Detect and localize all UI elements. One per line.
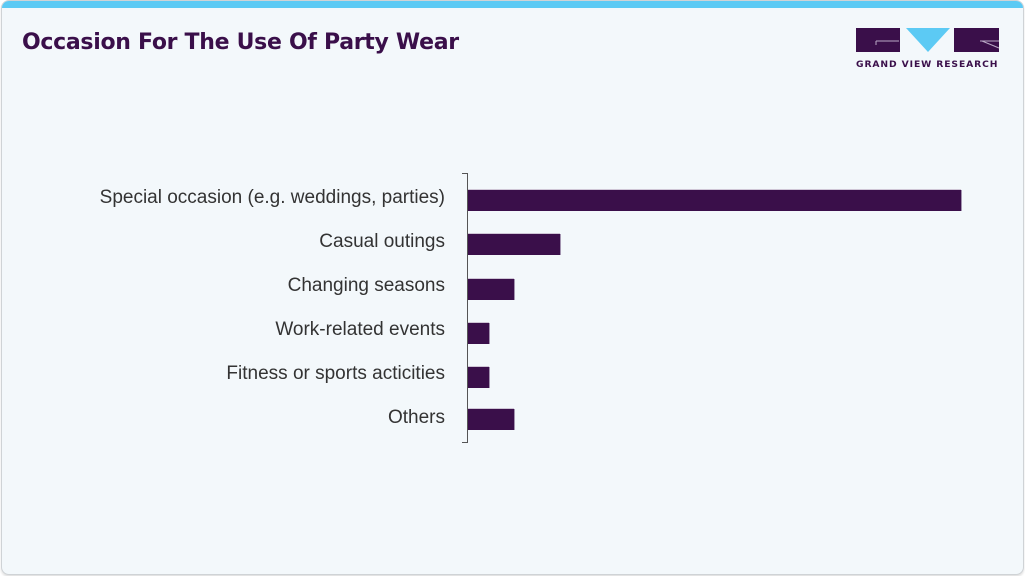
category-label: Casual outings <box>319 231 445 252</box>
category-label: Others <box>387 407 445 428</box>
bar-special-occasion <box>468 190 961 211</box>
category-label: Work-related events <box>275 319 445 340</box>
chart-title: Occasion For The Use Of Party Wear <box>22 30 459 55</box>
category-label: Fitness or sports acticities <box>226 363 445 384</box>
category-label: Special occasion (e.g. weddings, parties… <box>99 187 445 208</box>
gvr-logo-icon <box>856 28 1000 52</box>
category-label: Changing seasons <box>287 275 445 296</box>
bar-casual-outings <box>468 234 560 255</box>
grand-view-research-logo: GRAND VIEW RESEARCH <box>856 28 1001 73</box>
bar-others <box>468 409 514 430</box>
bar-fitness-sports <box>468 367 489 388</box>
bar-work-related-events <box>468 323 489 344</box>
bar-changing-seasons <box>468 279 514 300</box>
axis-tick <box>462 173 468 174</box>
axis-tick <box>462 442 468 443</box>
accent-bar <box>2 1 1023 8</box>
logo-text: GRAND VIEW RESEARCH <box>856 59 999 70</box>
y-axis-line <box>467 173 468 443</box>
